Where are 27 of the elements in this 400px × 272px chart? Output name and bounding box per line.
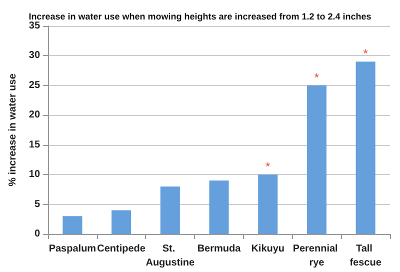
x-tick-label: Paspalum <box>48 244 96 254</box>
x-tick-label: Tall fescue <box>350 244 382 268</box>
x-tick-label: Centipede <box>97 244 146 254</box>
annotation: * <box>266 160 271 174</box>
annotation: * <box>363 46 368 61</box>
y-tick-label: 30 <box>28 50 40 62</box>
y-tick-label: 5 <box>34 198 40 210</box>
y-tick-label: 20 <box>28 110 40 121</box>
annotation: * <box>314 70 320 84</box>
bar <box>356 62 376 234</box>
bar <box>209 180 229 234</box>
x-tick-label: Bermuda <box>197 244 242 254</box>
y-tick-label: 25 <box>28 80 40 91</box>
x-tick-label: Kikuyu <box>251 244 285 254</box>
bar <box>112 210 132 234</box>
y-tick-label: 35 <box>28 20 40 32</box>
y-axis-title: % increase in water use <box>8 73 18 186</box>
bar <box>62 216 82 234</box>
x-tick-label: Perennial rye <box>292 244 341 268</box>
bar <box>160 186 180 234</box>
chart-title: Increase in water use when mowing heights are increased from 1.2 to 2.4 inches <box>28 12 372 22</box>
y-tick-label: 15 <box>28 139 40 150</box>
y-tick-label: 0 <box>34 228 40 240</box>
bar <box>258 174 278 234</box>
y-tick-label: 10 <box>28 169 40 180</box>
x-tick-label: St. Augustine <box>146 244 196 268</box>
bar <box>306 85 326 234</box>
